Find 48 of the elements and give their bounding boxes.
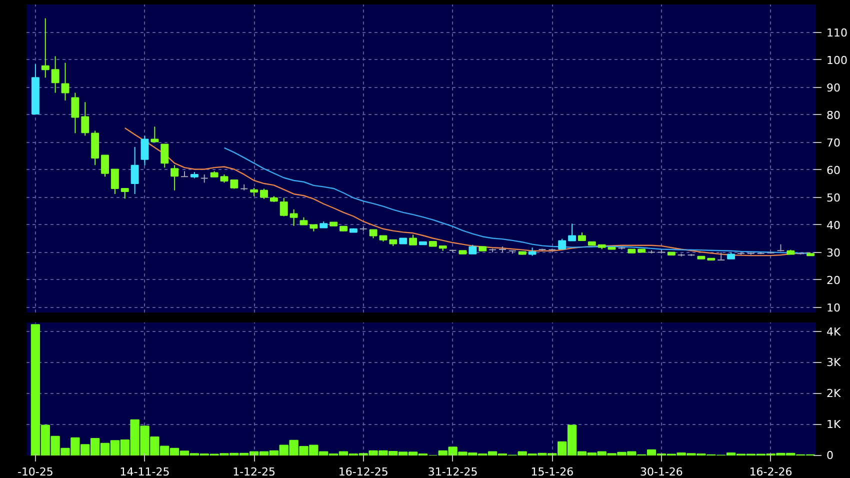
y-tick-label: 90 <box>826 82 840 94</box>
candlestick <box>409 234 418 246</box>
line-series <box>124 127 812 256</box>
y-tick-label: 80 <box>826 109 840 122</box>
y-tick-label: 10 <box>826 302 840 314</box>
y-tick-label: 2K <box>826 387 842 400</box>
x-tick-label: 14-11-25 <box>120 466 170 478</box>
candlestick <box>260 188 268 200</box>
x-tick-label: 15-1-26 <box>530 466 574 478</box>
candlestick <box>468 244 477 254</box>
candlestick <box>51 56 60 94</box>
y-tick-label: 110 <box>826 26 848 40</box>
candlestick <box>71 92 80 134</box>
y-tick-label: 40 <box>826 219 840 232</box>
candlestick <box>290 208 298 226</box>
candlestick <box>280 197 288 217</box>
candlestick <box>140 135 149 166</box>
candlestick <box>170 164 179 191</box>
y-tick-label: 100 <box>826 54 848 67</box>
candlestick <box>180 170 188 178</box>
candlestick <box>717 252 726 260</box>
y-tick-label: 0 <box>826 449 834 462</box>
x-tick-label: 31-12-25 <box>428 466 478 478</box>
x-tick-label: 30-1-26 <box>640 466 683 478</box>
candlestick <box>160 144 169 168</box>
x-tick-label: 16-12-25 <box>338 466 388 478</box>
y-tick-label: 50 <box>826 192 840 204</box>
candlestick <box>110 168 119 194</box>
candlestick <box>130 146 139 194</box>
candlestick <box>41 18 50 78</box>
candlestick <box>568 223 576 242</box>
candlestick <box>101 154 109 178</box>
x-tick-label: 16-2-26 <box>749 466 792 478</box>
y-tick-label: 60 <box>826 164 840 177</box>
y-tick-label: 1K <box>826 418 842 432</box>
y-tick-label: 70 <box>826 136 840 150</box>
candlestick <box>558 238 566 250</box>
y-tick-label: 3K <box>826 356 842 370</box>
candlestick <box>120 188 129 200</box>
candlestick <box>61 62 70 101</box>
y-tick-label: 20 <box>826 274 840 287</box>
x-tick-label: 1-12-25 <box>232 466 276 478</box>
y-tick-label: 4K <box>826 325 842 338</box>
x-tick-label: -10-25 <box>17 466 54 478</box>
line-series <box>224 147 812 254</box>
y-tick-label: 30 <box>826 246 840 260</box>
candlestick <box>81 102 90 136</box>
candlestick <box>150 126 159 142</box>
